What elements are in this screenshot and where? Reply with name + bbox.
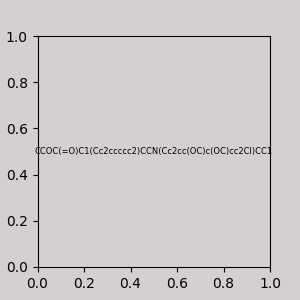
Text: CCOC(=O)C1(Cc2ccccc2)CCN(Cc2cc(OC)c(OC)cc2Cl)CC1: CCOC(=O)C1(Cc2ccccc2)CCN(Cc2cc(OC)c(OC)c…	[35, 147, 273, 156]
